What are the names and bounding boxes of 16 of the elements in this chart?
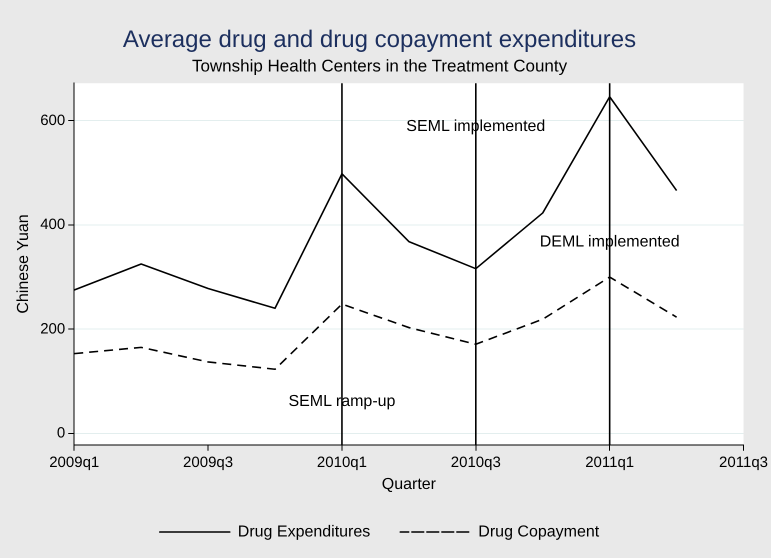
y-axis-title: Chinese Yuan <box>15 214 32 314</box>
x-tick-label: 2010q1 <box>316 454 367 471</box>
x-tick-label: 2009q3 <box>183 454 234 471</box>
legend-label: Drug Expenditures <box>238 523 370 540</box>
chart-subtitle: Township Health Centers in the Treatment County <box>192 56 568 76</box>
x-tick-label: 2009q1 <box>49 454 100 471</box>
x-tick-label: 2011q1 <box>585 454 634 471</box>
x-tick-label: 2011q3 <box>719 454 768 471</box>
x-tick-label: 2010q3 <box>450 454 501 471</box>
chart-title: Average drug and drug copayment expenditures <box>122 26 636 54</box>
y-tick-label: 600 <box>40 112 66 129</box>
y-tick-label: 0 <box>56 424 66 442</box>
legend-label: Drug Copayment <box>478 523 600 540</box>
x-axis-title: Quarter <box>382 476 437 493</box>
y-tick-label: 200 <box>40 320 66 338</box>
y-tick-label: 400 <box>40 216 66 234</box>
